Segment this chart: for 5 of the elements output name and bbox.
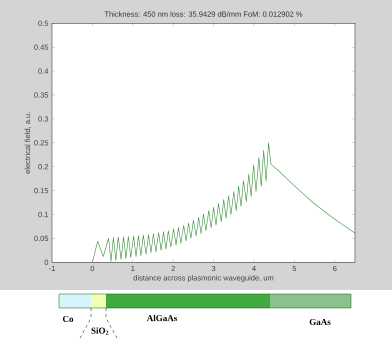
text: AlGaAs (146, 314, 178, 322)
text: SiO$_{2}$ (91, 327, 108, 334)
line-series (92, 142, 355, 262)
text: GaAs (310, 318, 331, 325)
text: Co (62, 316, 74, 322)
